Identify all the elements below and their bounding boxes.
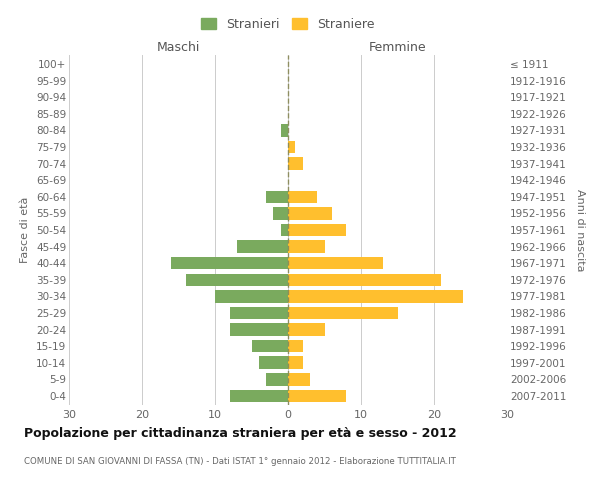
Y-axis label: Fasce di età: Fasce di età: [20, 197, 31, 263]
Text: COMUNE DI SAN GIOVANNI DI FASSA (TN) - Dati ISTAT 1° gennaio 2012 - Elaborazione: COMUNE DI SAN GIOVANNI DI FASSA (TN) - D…: [24, 458, 456, 466]
Bar: [281, 124, 288, 136]
Bar: [230, 306, 288, 319]
Bar: [251, 340, 288, 352]
Bar: [288, 257, 383, 270]
Bar: [288, 224, 346, 236]
Bar: [186, 274, 288, 286]
Bar: [230, 324, 288, 336]
Bar: [288, 158, 302, 170]
Bar: [288, 324, 325, 336]
Bar: [288, 290, 463, 302]
Text: Femmine: Femmine: [368, 41, 427, 54]
Text: Popolazione per cittadinanza straniera per età e sesso - 2012: Popolazione per cittadinanza straniera p…: [24, 428, 457, 440]
Bar: [288, 356, 302, 369]
Text: Maschi: Maschi: [157, 41, 200, 54]
Bar: [288, 306, 398, 319]
Bar: [237, 240, 288, 253]
Bar: [171, 257, 288, 270]
Bar: [230, 390, 288, 402]
Bar: [288, 274, 442, 286]
Bar: [288, 190, 317, 203]
Bar: [288, 240, 325, 253]
Bar: [288, 390, 346, 402]
Legend: Stranieri, Straniere: Stranieri, Straniere: [197, 14, 379, 34]
Bar: [259, 356, 288, 369]
Bar: [266, 373, 288, 386]
Bar: [288, 141, 295, 154]
Bar: [288, 340, 302, 352]
Bar: [266, 190, 288, 203]
Y-axis label: Anni di nascita: Anni di nascita: [575, 188, 585, 271]
Bar: [274, 207, 288, 220]
Bar: [288, 207, 332, 220]
Bar: [281, 224, 288, 236]
Bar: [288, 373, 310, 386]
Bar: [215, 290, 288, 302]
